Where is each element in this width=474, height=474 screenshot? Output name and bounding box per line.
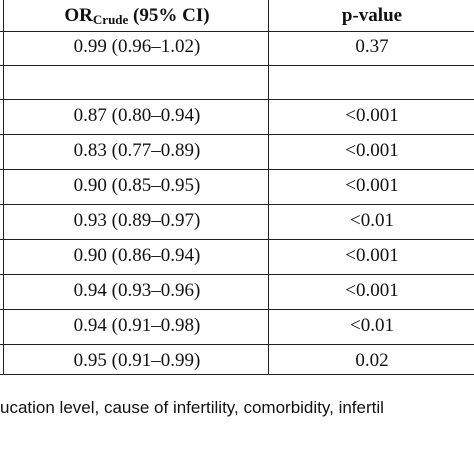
p-value-cell: <0.01: [350, 210, 394, 231]
row-separator: [0, 204, 474, 205]
column-divider-left: [3, 0, 4, 374]
or-cell: 0.95 (0.91–0.99): [73, 350, 201, 371]
row-separator: [0, 65, 474, 66]
row-separator: [0, 134, 474, 135]
p-value-cell: <0.001: [345, 140, 399, 161]
header-or-crude: ORCrude (95% CI): [64, 5, 210, 28]
table-bottom-rule: [0, 374, 474, 375]
p-value-cell: <0.001: [345, 245, 399, 266]
or-cell: 0.99 (0.96–1.02): [73, 36, 201, 57]
row-separator: [0, 169, 474, 170]
row-separator: [0, 239, 474, 240]
header-p-value: p-value: [341, 5, 403, 26]
or-cell: 0.90 (0.85–0.95): [73, 175, 201, 196]
header-bottom-rule: [0, 31, 474, 32]
column-divider-middle: [268, 0, 269, 374]
table-footnote: ucation level, cause of infertility, com…: [0, 398, 384, 417]
or-cell: 0.93 (0.89–0.97): [73, 210, 201, 231]
row-separator: [0, 99, 474, 100]
or-cell: 0.90 (0.86–0.94): [73, 245, 201, 266]
p-value-cell: <0.001: [345, 105, 399, 126]
p-value-cell: <0.001: [345, 280, 399, 301]
row-separator: [0, 274, 474, 275]
or-cell: 0.94 (0.93–0.96): [73, 280, 201, 301]
or-cell: 0.83 (0.77–0.89): [73, 140, 201, 161]
row-separator: [0, 309, 474, 310]
row-separator: [0, 344, 474, 345]
or-cell: 0.87 (0.80–0.94): [73, 105, 201, 126]
p-value-cell: <0.01: [350, 315, 394, 336]
p-value-cell: 0.37: [355, 36, 389, 57]
p-value-cell: 0.02: [355, 350, 389, 371]
or-cell: 0.94 (0.91–0.98): [73, 315, 201, 336]
p-value-cell: <0.001: [345, 175, 399, 196]
